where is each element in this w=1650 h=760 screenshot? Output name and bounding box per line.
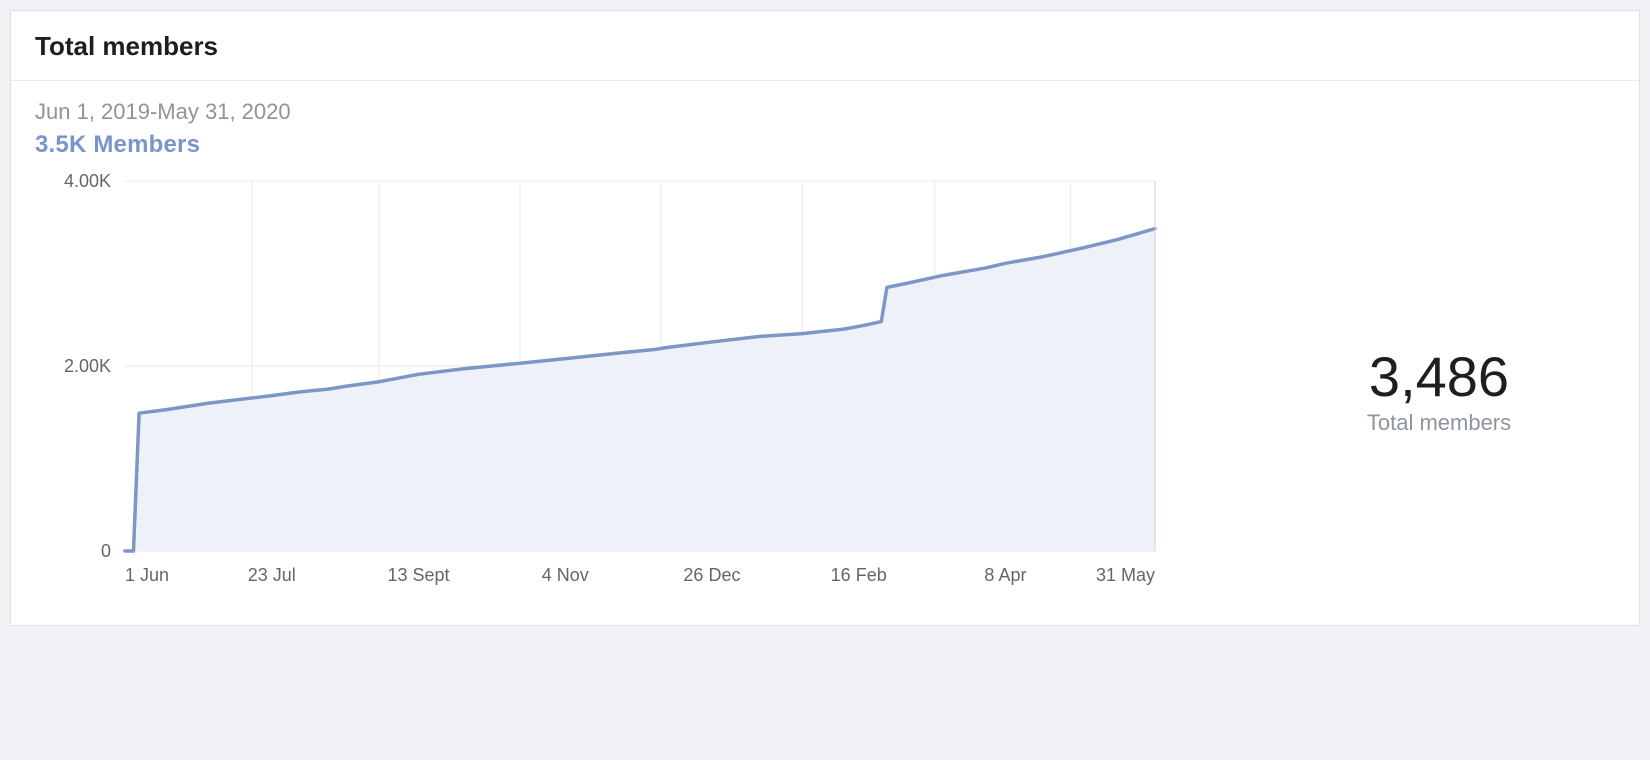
content-row: 0 2.00K 4.00K 1 Jun 23 Jul 13 Sept 4 Nov 26 Dec…	[11, 159, 1639, 625]
svg-text:23 Jul: 23 Jul	[248, 565, 296, 585]
svg-text:1 Jun: 1 Jun	[125, 565, 169, 585]
metric-highlight: 3.5K Members	[35, 131, 1615, 159]
chart-column: 0 2.00K 4.00K 1 Jun 23 Jul 13 Sept 4 Nov 26 Dec…	[11, 159, 1279, 625]
summary-number: 3,486	[1369, 348, 1509, 407]
svg-text:2.00K: 2.00K	[64, 356, 111, 376]
svg-text:4.00K: 4.00K	[64, 171, 111, 191]
card-header: Total members	[11, 11, 1639, 81]
members-area-chart: 0 2.00K 4.00K 1 Jun 23 Jul 13 Sept 4 Nov 26 Dec…	[35, 171, 1175, 601]
summary-label: Total members	[1367, 410, 1511, 436]
card-title: Total members	[35, 31, 1615, 62]
date-range: Jun 1, 2019-May 31, 2020	[35, 99, 1615, 125]
svg-text:13 Sept: 13 Sept	[387, 565, 449, 585]
members-card: Total members Jun 1, 2019-May 31, 2020 3…	[10, 10, 1640, 626]
card-subheader: Jun 1, 2019-May 31, 2020 3.5K Members	[11, 81, 1639, 159]
svg-text:31 May: 31 May	[1096, 565, 1155, 585]
svg-text:8 Apr: 8 Apr	[984, 565, 1026, 585]
svg-text:26 Dec: 26 Dec	[683, 565, 740, 585]
chart-wrap: 0 2.00K 4.00K 1 Jun 23 Jul 13 Sept 4 Nov 26 Dec…	[35, 171, 1279, 601]
svg-text:16 Feb: 16 Feb	[831, 565, 887, 585]
svg-text:0: 0	[101, 541, 111, 561]
summary-column: 3,486 Total members	[1279, 159, 1639, 625]
svg-text:4 Nov: 4 Nov	[542, 565, 589, 585]
